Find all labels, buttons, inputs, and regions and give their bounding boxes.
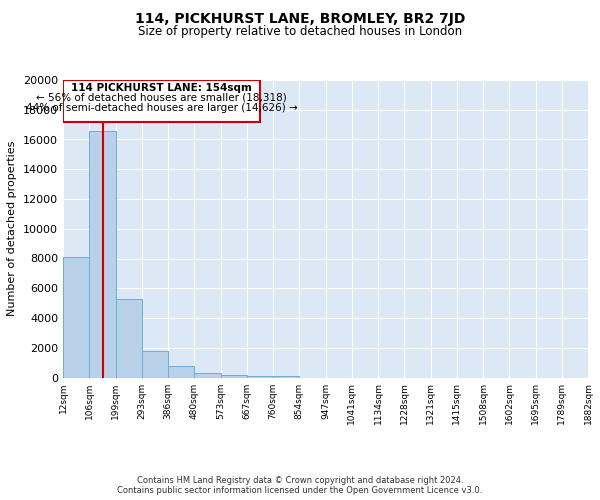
FancyBboxPatch shape: [63, 80, 260, 122]
Text: Contains HM Land Registry data © Crown copyright and database right 2024.: Contains HM Land Registry data © Crown c…: [137, 476, 463, 485]
Y-axis label: Number of detached properties: Number of detached properties: [7, 141, 17, 316]
Bar: [63, 257, 89, 378]
Bar: [221, 374, 247, 378]
Bar: [247, 376, 273, 378]
Bar: [273, 376, 299, 378]
Text: ← 56% of detached houses are smaller (18,318): ← 56% of detached houses are smaller (18…: [36, 93, 287, 103]
Bar: [115, 298, 142, 378]
Text: 114 PICKHURST LANE: 154sqm: 114 PICKHURST LANE: 154sqm: [71, 83, 252, 93]
Text: Contains public sector information licensed under the Open Government Licence v3: Contains public sector information licen…: [118, 486, 482, 495]
Text: Size of property relative to detached houses in London: Size of property relative to detached ho…: [138, 25, 462, 38]
Bar: [142, 352, 168, 378]
Bar: [89, 130, 115, 378]
Bar: [168, 366, 194, 378]
Bar: [194, 373, 221, 378]
Text: 114, PICKHURST LANE, BROMLEY, BR2 7JD: 114, PICKHURST LANE, BROMLEY, BR2 7JD: [135, 12, 465, 26]
Text: 44% of semi-detached houses are larger (14,626) →: 44% of semi-detached houses are larger (…: [26, 102, 298, 113]
